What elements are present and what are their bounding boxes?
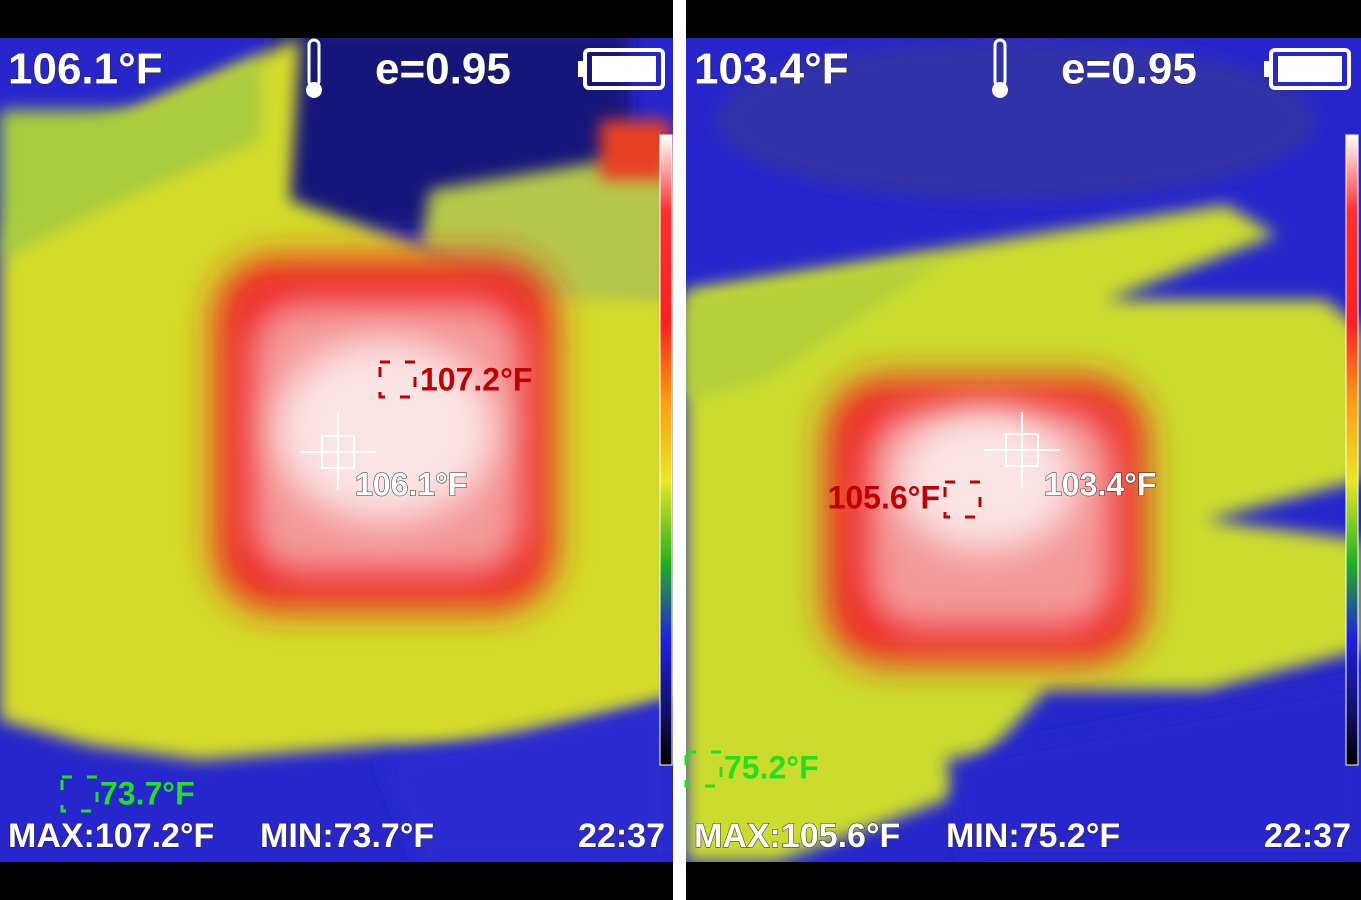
crosshair-lines: [984, 412, 1060, 488]
thermal-region: [716, 40, 1316, 200]
thermometer-bulb: [992, 82, 1008, 98]
thermal-panel: 103.4°F e=0.95 103.4°F 105.6°F 75.2°F MAX:105…: [684, 38, 1361, 862]
max-marker-box: [943, 480, 982, 519]
thermal-region: [275, 340, 495, 520]
thermal-panel: 106.1°F e=0.95 106.1°F 107.2°F 73.7°F MAX:107…: [0, 38, 673, 862]
color-scale: [659, 134, 673, 766]
max-marker-label: 105.6°F: [828, 479, 940, 515]
thermal-region: [686, 260, 946, 400]
battery-tip: [578, 61, 585, 77]
battery-fill: [592, 56, 656, 82]
center-label: 106.1°F: [355, 466, 467, 502]
min-marker-box: [684, 750, 723, 788]
clock: 22:37: [578, 817, 665, 855]
emissivity: e=0.95: [375, 45, 511, 94]
divider: [673, 0, 686, 900]
thermal-region: [946, 680, 1361, 862]
thermal-image: [0, 38, 673, 862]
min-marker-box: [60, 775, 99, 813]
min-temp: MIN:75.2°F: [946, 817, 1120, 855]
center-label: 103.4°F: [1044, 466, 1156, 502]
min-marker-label: 75.2°F: [724, 749, 819, 785]
min-marker-label: 73.7°F: [100, 775, 195, 811]
max-marker-box: [378, 360, 417, 399]
emissivity: e=0.95: [1061, 45, 1197, 94]
thermal-region: [380, 700, 673, 862]
center-reading: 106.1°F: [8, 45, 163, 94]
battery-fill: [1278, 56, 1342, 82]
battery-tip: [1264, 61, 1271, 77]
thermal-image: [686, 38, 1361, 862]
crosshair-lines: [300, 414, 376, 490]
thermal-region: [0, 60, 260, 260]
thermal-region: [896, 410, 1076, 550]
color-scale: [1345, 134, 1359, 766]
thermometer-bulb: [306, 82, 322, 98]
max-temp: MAX:107.2°F: [8, 817, 214, 855]
clock: 22:37: [1264, 817, 1351, 855]
max-temp: MAX:105.6°F: [694, 817, 900, 855]
max-marker-label: 107.2°F: [420, 361, 532, 397]
min-temp: MIN:73.7°F: [260, 817, 434, 855]
center-reading: 103.4°F: [694, 45, 849, 94]
thermal-region: [600, 120, 670, 180]
